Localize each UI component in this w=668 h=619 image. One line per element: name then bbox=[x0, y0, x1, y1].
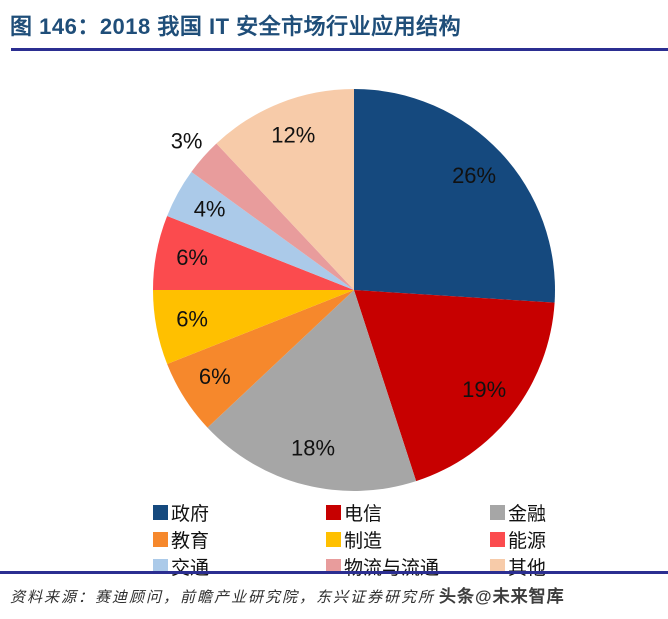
legend-swatch-1 bbox=[326, 505, 341, 520]
legend-item-1: 电信 bbox=[326, 499, 490, 526]
pie-slice-value-label-6: 4% bbox=[194, 196, 226, 221]
pie-slice-3 bbox=[167, 290, 354, 428]
pie-slice-0 bbox=[354, 89, 555, 303]
pie-slice-7 bbox=[191, 143, 354, 290]
legend-item-7: 物流与流通 bbox=[326, 553, 490, 580]
pie-slice-value-label-5: 6% bbox=[176, 245, 208, 270]
legend-item-0: 政府 bbox=[153, 499, 326, 526]
pie-slice-value-label-8: 12% bbox=[271, 123, 315, 148]
legend-swatch-6 bbox=[153, 559, 168, 574]
legend-swatch-3 bbox=[153, 532, 168, 547]
legend-label-3: 教育 bbox=[171, 531, 210, 552]
legend-item-2: 金融 bbox=[490, 499, 546, 526]
legend-label-4: 制造 bbox=[344, 531, 383, 552]
figure-title: 图 146：2018 我国 IT 安全市场行业应用结构 bbox=[10, 14, 462, 39]
legend-label-1: 电信 bbox=[344, 504, 383, 525]
legend-label-8: 其他 bbox=[508, 558, 547, 579]
legend-swatch-2 bbox=[490, 505, 505, 520]
source-line: 资料来源：赛迪顾问，前瞻产业研究院，东兴证券研究所 头条@未来智库 bbox=[10, 582, 565, 607]
pie-slice-value-label-1: 19% bbox=[462, 377, 506, 402]
legend-label-2: 金融 bbox=[508, 504, 547, 525]
pie-slice-6 bbox=[167, 171, 354, 290]
watermark-text: 头条@未来智库 bbox=[439, 587, 565, 606]
title-divider-line bbox=[11, 48, 668, 51]
legend-label-0: 政府 bbox=[171, 504, 210, 525]
chart-legend: 政府 电信 金融教育 制造 能源交通 物流与流通 其他 bbox=[153, 499, 546, 580]
legend-swatch-8 bbox=[490, 559, 505, 574]
legend-swatch-7 bbox=[326, 559, 341, 574]
pie-slice-4 bbox=[153, 290, 354, 364]
pie-slice-value-label-0: 26% bbox=[452, 163, 496, 188]
legend-item-6: 交通 bbox=[153, 553, 326, 580]
legend-item-3: 教育 bbox=[153, 526, 326, 553]
legend-swatch-0 bbox=[153, 505, 168, 520]
pie-slice-value-label-3: 6% bbox=[199, 364, 231, 389]
pie-slice-value-label-2: 18% bbox=[291, 435, 335, 460]
legend-label-7: 物流与流通 bbox=[344, 558, 440, 579]
pie-slice-5 bbox=[152, 216, 354, 290]
pie-slice-1 bbox=[354, 290, 555, 482]
legend-item-8: 其他 bbox=[490, 553, 546, 580]
footer-divider-line bbox=[0, 571, 668, 574]
legend-item-5: 能源 bbox=[490, 526, 546, 553]
pie-slice-value-label-4: 6% bbox=[176, 307, 208, 332]
legend-label-6: 交通 bbox=[171, 558, 210, 579]
pie-slice-8 bbox=[216, 89, 354, 290]
legend-label-5: 能源 bbox=[508, 531, 547, 552]
legend-swatch-4 bbox=[326, 532, 341, 547]
pie-slice-value-label-7: 3% bbox=[171, 128, 203, 153]
legend-swatch-5 bbox=[490, 532, 505, 547]
source-text: 资料来源：赛迪顾问，前瞻产业研究院，东兴证券研究所 bbox=[10, 590, 436, 606]
legend-item-4: 制造 bbox=[326, 526, 490, 553]
pie-slice-2 bbox=[207, 290, 417, 491]
